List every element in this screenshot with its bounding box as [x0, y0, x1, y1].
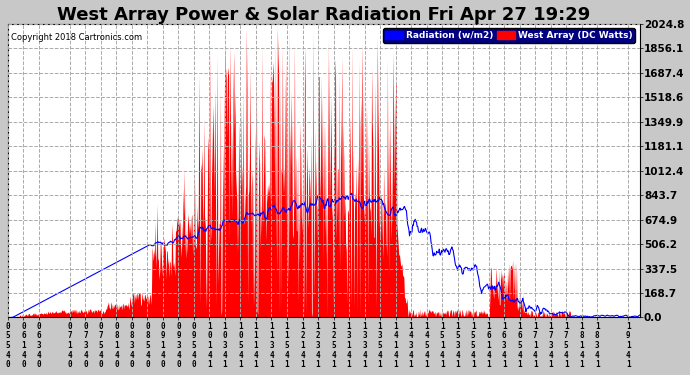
Title: West Array Power & Solar Radiation Fri Apr 27 19:29: West Array Power & Solar Radiation Fri A… [57, 6, 591, 24]
Text: Copyright 2018 Cartronics.com: Copyright 2018 Cartronics.com [11, 33, 142, 42]
Legend: Radiation (w/m2), West Array (DC Watts): Radiation (w/m2), West Array (DC Watts) [383, 28, 635, 43]
